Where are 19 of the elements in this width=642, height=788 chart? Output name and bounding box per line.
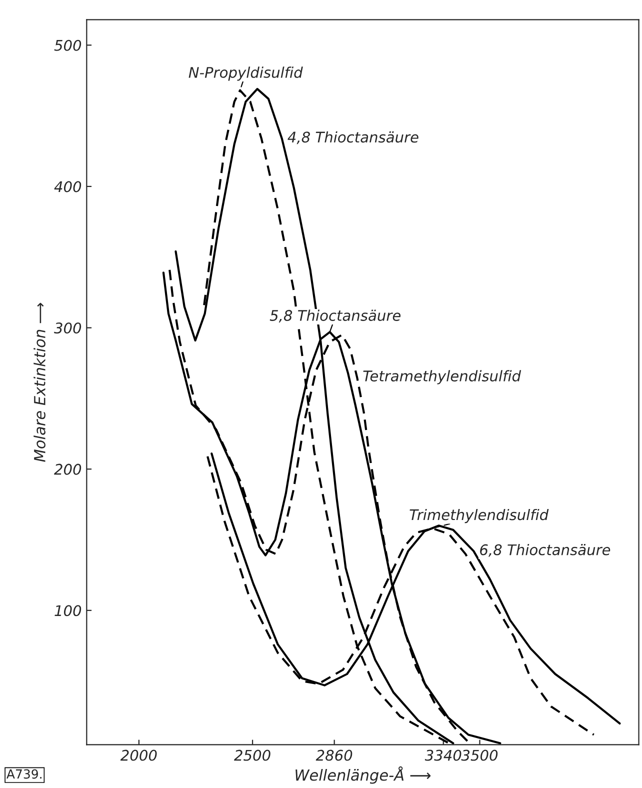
y-tick-label: 500 <box>54 40 82 51</box>
series-label: N-Propyldisulfid <box>188 66 303 81</box>
x-tick-label: 2860 <box>316 750 352 761</box>
series-label: 4,8 Thioctansäure <box>288 131 418 144</box>
series-label: Tetramethylendisulfid <box>363 370 522 384</box>
y-axis-title: Molare Extinktion ⟶ <box>34 302 46 462</box>
x-tick-label: 2500 <box>234 750 270 761</box>
series-label: Trimethylendisulfid <box>410 508 549 524</box>
series-label: 6,8 Thioctansäure <box>480 544 610 557</box>
text: A739. <box>6 769 42 779</box>
y-tick-label: 100 <box>54 605 82 616</box>
x-axis-title: Wellenlänge-Å ⟶ <box>296 766 431 784</box>
x-tick-label: 3340 <box>424 750 462 761</box>
y-tick-label: 400 <box>54 181 82 192</box>
x-tick-label: 3500 <box>461 750 498 761</box>
y-tick-label: 300 <box>54 322 82 334</box>
series-label: 5,8 Thioctansäure <box>270 310 400 322</box>
y-tick-label: 200 <box>54 464 82 475</box>
x-tick-label: 2000 <box>120 750 157 761</box>
